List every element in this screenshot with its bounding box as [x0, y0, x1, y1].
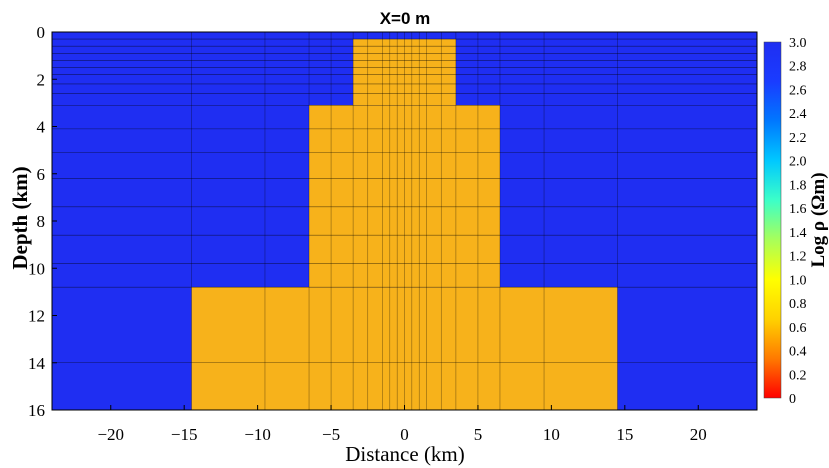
- colorbar-tick-label: 0.2: [789, 368, 807, 383]
- y-tick-label: 8: [37, 212, 46, 231]
- colorbar-ticks: 0 0.2 0.4 0.6 0.8 1.0 1.2 1.4 1.6 1.8 2.0 2.2 2.4 2.6…: [789, 36, 807, 407]
- y-tick-label: 16: [28, 401, 45, 420]
- colorbar: 0 0.2 0.4 0.6 0.8 1.0 1.2 1.4 1.6 1.8 2.0 2.2 2.4 2.6…: [763, 36, 807, 407]
- colorbar-tick-label: 1.6: [789, 202, 807, 217]
- y-tick-label: 14: [28, 354, 46, 373]
- colorbar-label: Log ρ (Ωm): [808, 172, 829, 267]
- y-tick-label: 10: [28, 259, 45, 278]
- y-tick-label: 2: [37, 70, 46, 89]
- colorbar-tick-label: 2.6: [789, 83, 807, 98]
- x-axis-label: Distance (km): [345, 442, 465, 466]
- colorbar-tick-label: 1.2: [789, 250, 807, 265]
- colorbar-tick-label: 0.6: [789, 321, 807, 336]
- colorbar-tick-label: 1.0: [789, 273, 807, 288]
- colorbar-tick-label: 2.0: [789, 155, 807, 170]
- y-axis-label: Depth (km): [8, 166, 32, 269]
- plot-area: [51, 31, 758, 411]
- x-tick-label: 15: [616, 425, 633, 444]
- colorbar-tick-label: 2.4: [789, 107, 807, 122]
- y-tick-label: 0: [37, 23, 46, 42]
- colorbar-tick-label: 0: [789, 392, 796, 407]
- x-axis-ticks: −20 −15 −10 −5 0 5 10 15 20: [97, 405, 707, 444]
- x-tick-label: −10: [244, 425, 271, 444]
- x-tick-label: 0: [400, 425, 409, 444]
- colorbar-tick-label: 0.4: [789, 345, 807, 360]
- y-axis-ticks: 0 2 4 6 8 10 12 14 16: [28, 23, 57, 420]
- x-tick-label: 5: [474, 425, 483, 444]
- colorbar-tick-label: 3.0: [789, 36, 807, 51]
- mesh-grid: [52, 32, 757, 410]
- colorbar-tick-label: 2.8: [789, 60, 807, 75]
- chart-title: X=0 m: [380, 9, 431, 28]
- colorbar-tick-label: 1.4: [789, 226, 807, 241]
- x-tick-label: 10: [543, 425, 560, 444]
- colorbar-tick-label: 2.2: [789, 131, 807, 146]
- x-tick-label: −5: [322, 425, 340, 444]
- x-tick-label: −15: [171, 425, 198, 444]
- colorbar-tick-label: 0.8: [789, 297, 807, 312]
- y-tick-label: 12: [28, 307, 45, 326]
- x-tick-label: 20: [690, 425, 707, 444]
- colorbar-tick-label: 1.8: [789, 178, 807, 193]
- y-tick-label: 6: [37, 165, 46, 184]
- y-tick-label: 4: [37, 118, 46, 137]
- x-tick-label: −20: [97, 425, 124, 444]
- colorbar-gradient: [763, 41, 782, 399]
